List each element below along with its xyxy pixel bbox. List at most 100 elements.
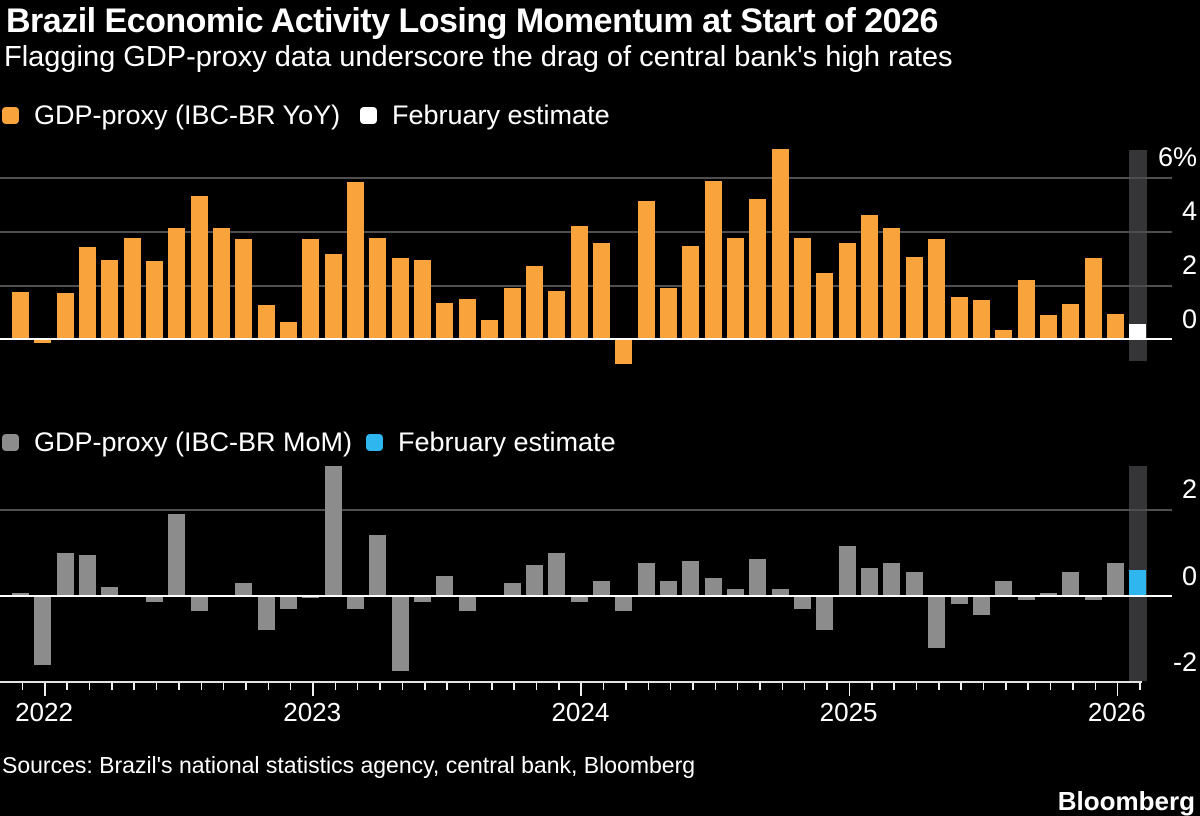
bar bbox=[1085, 258, 1102, 340]
bar bbox=[258, 595, 275, 631]
x-axis-month-tick bbox=[155, 682, 158, 690]
bar bbox=[973, 595, 990, 616]
y-axis-label: 6% bbox=[1157, 142, 1197, 172]
bar bbox=[168, 513, 185, 596]
bar bbox=[861, 214, 878, 340]
estimate-bar bbox=[1129, 569, 1146, 596]
bar bbox=[973, 300, 990, 340]
bar bbox=[414, 595, 431, 603]
bar bbox=[280, 595, 297, 609]
x-axis-month-tick bbox=[133, 682, 135, 690]
x-axis-year-tick bbox=[580, 682, 582, 696]
bar bbox=[638, 563, 655, 596]
bar bbox=[883, 228, 900, 340]
gridline bbox=[0, 177, 1172, 179]
x-axis-month-tick bbox=[1072, 682, 1074, 690]
bar bbox=[794, 237, 811, 340]
x-axis-month-tick bbox=[1139, 682, 1141, 690]
x-axis-month-tick bbox=[491, 682, 493, 690]
x-axis-month-tick bbox=[1094, 682, 1096, 690]
mom-series-swatch bbox=[2, 433, 19, 451]
x-axis-month-tick bbox=[468, 682, 471, 690]
x-axis-month-tick bbox=[200, 682, 202, 690]
bar bbox=[504, 582, 521, 596]
x-axis-month-tick bbox=[178, 682, 180, 690]
bar bbox=[705, 578, 722, 596]
bar bbox=[101, 587, 118, 596]
x-axis-month-tick bbox=[714, 682, 717, 690]
bar bbox=[928, 595, 945, 648]
y-axis-label: 0 bbox=[1181, 304, 1197, 335]
bar bbox=[839, 243, 856, 340]
bar bbox=[369, 535, 386, 596]
bar bbox=[34, 339, 51, 344]
y-axis-label: -2 bbox=[1172, 647, 1197, 678]
y-axis-label: 4 bbox=[1181, 196, 1197, 227]
bar bbox=[660, 580, 677, 596]
bar bbox=[638, 201, 655, 340]
bar bbox=[12, 592, 29, 596]
bar bbox=[951, 595, 968, 605]
bar bbox=[839, 546, 856, 596]
bar bbox=[749, 558, 766, 596]
x-axis-month-tick bbox=[513, 682, 515, 690]
x-axis-month-tick bbox=[535, 682, 538, 690]
x-axis-month-tick bbox=[1005, 682, 1007, 690]
bar bbox=[995, 329, 1012, 340]
bar bbox=[1085, 595, 1102, 600]
x-axis-month-tick bbox=[938, 682, 940, 690]
x-axis-month-tick bbox=[692, 682, 694, 690]
bar bbox=[258, 305, 275, 340]
bar bbox=[504, 287, 521, 340]
bar bbox=[593, 243, 610, 340]
y-axis-label: 2 bbox=[1181, 250, 1197, 281]
zero-line bbox=[0, 338, 1172, 341]
bar bbox=[615, 595, 632, 611]
estimate-bar bbox=[1129, 324, 1146, 340]
x-axis-month-tick bbox=[803, 682, 806, 690]
x-axis-year-label: 2022 bbox=[15, 697, 73, 727]
x-axis-month-tick bbox=[334, 682, 337, 690]
yoy-series-swatch bbox=[2, 106, 19, 124]
x-axis-month-tick bbox=[781, 682, 784, 690]
x-axis-month-tick bbox=[222, 682, 225, 690]
bar bbox=[794, 595, 811, 609]
bar bbox=[615, 339, 632, 364]
x-axis-month-tick bbox=[647, 682, 649, 690]
bar bbox=[124, 237, 141, 340]
x-axis-month-tick bbox=[669, 682, 672, 690]
yoy-estimate-label: February estimate bbox=[392, 99, 610, 130]
y-axis-label: 2 bbox=[1181, 474, 1197, 505]
bar bbox=[79, 247, 96, 340]
x-axis-month-tick bbox=[21, 682, 24, 690]
x-axis-month-tick bbox=[602, 682, 605, 690]
x-axis-year-label: 2026 bbox=[1087, 697, 1146, 727]
x-axis-year-label: 2023 bbox=[283, 697, 342, 727]
legend-item-mom-estimate: February estimate bbox=[366, 426, 616, 457]
x-axis-month-tick bbox=[1049, 682, 1052, 690]
x-axis-month-tick bbox=[379, 682, 381, 690]
x-axis-month-tick bbox=[401, 682, 404, 690]
bar bbox=[459, 298, 476, 340]
bar bbox=[235, 239, 252, 340]
bar bbox=[34, 595, 51, 665]
bar bbox=[12, 291, 29, 340]
legend-item-mom-series: GDP-proxy (IBC-BR MoM) bbox=[2, 427, 352, 457]
x-axis-month-tick bbox=[826, 682, 828, 690]
bar bbox=[526, 565, 543, 596]
yoy-estimate-swatch bbox=[360, 106, 377, 124]
mom-estimate-label: February estimate bbox=[398, 426, 616, 457]
x-axis-month-tick bbox=[1027, 682, 1029, 690]
bar bbox=[1040, 592, 1057, 596]
bar bbox=[191, 195, 208, 340]
bar bbox=[392, 595, 409, 672]
bar bbox=[660, 287, 677, 340]
bar bbox=[705, 181, 722, 340]
page-title: Brazil Economic Activity Losing Momentum… bbox=[6, 2, 938, 40]
bar bbox=[1018, 279, 1035, 340]
bar bbox=[883, 563, 900, 596]
subtitle: Flagging GDP-proxy data underscore the d… bbox=[4, 41, 953, 73]
x-axis-month-tick bbox=[759, 682, 761, 690]
